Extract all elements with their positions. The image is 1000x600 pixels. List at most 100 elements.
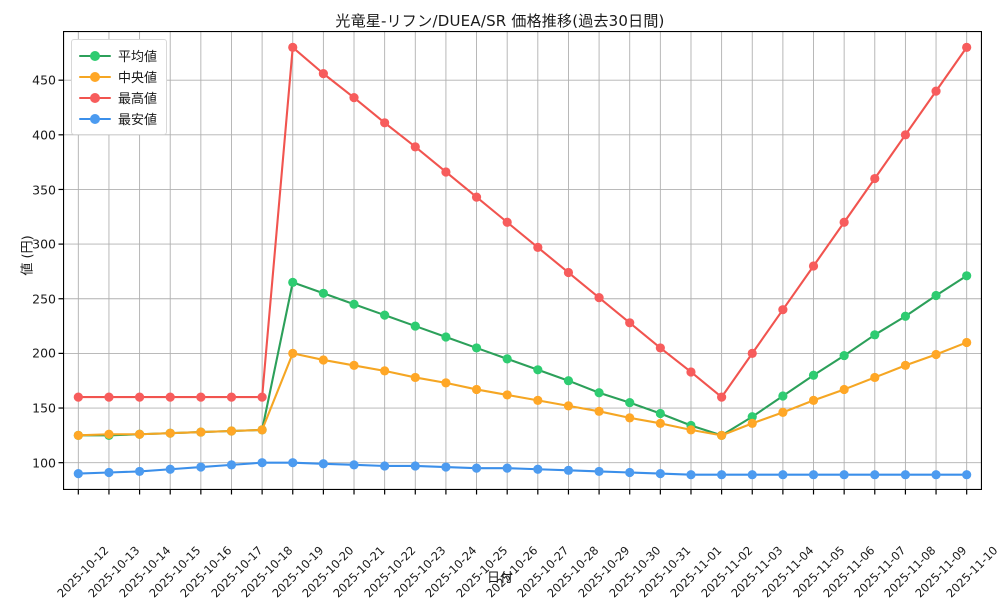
data-point-marker[interactable]	[808, 395, 819, 405]
data-point-marker[interactable]	[288, 277, 298, 287]
data-point-marker[interactable]	[441, 462, 451, 472]
data-point-marker[interactable]	[962, 42, 972, 52]
data-point-marker[interactable]	[502, 390, 512, 400]
legend-item[interactable]: 最安値	[79, 108, 157, 129]
data-point-marker[interactable]	[502, 463, 512, 473]
data-point-marker[interactable]	[349, 93, 359, 103]
data-point-marker[interactable]	[778, 305, 788, 315]
data-point-marker[interactable]	[380, 366, 390, 376]
data-point-marker[interactable]	[594, 466, 604, 477]
data-point-marker[interactable]	[226, 392, 237, 402]
data-point-marker[interactable]	[839, 217, 849, 227]
data-point-marker[interactable]	[165, 428, 175, 438]
data-point-marker[interactable]	[410, 461, 420, 471]
data-point-marker[interactable]	[471, 463, 482, 473]
data-point-marker[interactable]	[318, 459, 328, 469]
legend-item[interactable]: 最高値	[79, 87, 157, 108]
data-point-marker[interactable]	[257, 458, 267, 468]
data-point-marker[interactable]	[196, 392, 206, 402]
data-point-marker[interactable]	[870, 330, 880, 340]
data-point-marker[interactable]	[196, 462, 206, 472]
data-point-marker[interactable]	[808, 370, 819, 380]
data-point-marker[interactable]	[134, 429, 145, 439]
data-point-marker[interactable]	[931, 290, 941, 301]
data-point-marker[interactable]	[380, 310, 390, 320]
data-point-marker[interactable]	[808, 470, 819, 480]
data-point-marker[interactable]	[625, 467, 635, 478]
data-point-marker[interactable]	[594, 388, 604, 398]
data-point-marker[interactable]	[870, 372, 880, 383]
data-point-marker[interactable]	[441, 378, 451, 388]
data-point-marker[interactable]	[839, 350, 849, 361]
legend-item[interactable]: 中央値	[79, 66, 157, 87]
data-point-marker[interactable]	[839, 384, 849, 395]
data-point-marker[interactable]	[655, 343, 665, 353]
data-point-marker[interactable]	[625, 413, 635, 423]
data-point-marker[interactable]	[471, 343, 482, 353]
data-point-marker[interactable]	[747, 418, 757, 428]
data-point-marker[interactable]	[625, 318, 635, 328]
data-point-marker[interactable]	[870, 173, 880, 184]
data-point-marker[interactable]	[441, 332, 451, 342]
data-point-marker[interactable]	[778, 407, 788, 418]
data-point-marker[interactable]	[134, 392, 145, 402]
data-point-marker[interactable]	[962, 470, 972, 480]
data-point-marker[interactable]	[380, 461, 390, 471]
data-point-marker[interactable]	[165, 464, 175, 474]
data-point-marker[interactable]	[471, 384, 482, 395]
data-point-marker[interactable]	[104, 392, 114, 402]
data-point-marker[interactable]	[655, 418, 665, 428]
data-point-marker[interactable]	[686, 470, 696, 480]
data-point-marker[interactable]	[380, 118, 390, 128]
data-point-marker[interactable]	[104, 429, 114, 439]
data-point-marker[interactable]	[226, 460, 237, 470]
data-point-marker[interactable]	[349, 460, 359, 470]
data-point-marker[interactable]	[410, 142, 420, 152]
data-point-marker[interactable]	[931, 470, 941, 480]
data-point-marker[interactable]	[73, 430, 83, 440]
data-point-marker[interactable]	[288, 42, 298, 52]
data-point-marker[interactable]	[165, 392, 175, 402]
data-point-marker[interactable]	[226, 426, 237, 436]
legend-item[interactable]: 平均値	[79, 45, 157, 66]
data-point-marker[interactable]	[808, 261, 819, 271]
data-point-marker[interactable]	[471, 192, 482, 202]
data-point-marker[interactable]	[563, 401, 574, 411]
data-point-marker[interactable]	[962, 337, 972, 348]
data-point-marker[interactable]	[533, 242, 543, 252]
data-point-marker[interactable]	[931, 86, 941, 96]
data-point-marker[interactable]	[134, 466, 145, 477]
data-point-marker[interactable]	[196, 427, 206, 437]
data-point-marker[interactable]	[73, 392, 83, 402]
data-point-marker[interactable]	[778, 470, 788, 480]
data-point-marker[interactable]	[502, 354, 512, 364]
data-point-marker[interactable]	[594, 406, 604, 416]
data-point-marker[interactable]	[502, 217, 512, 227]
data-point-marker[interactable]	[900, 311, 911, 321]
data-point-marker[interactable]	[594, 293, 604, 303]
data-point-marker[interactable]	[318, 288, 328, 298]
data-point-marker[interactable]	[533, 395, 543, 405]
data-point-marker[interactable]	[625, 397, 635, 408]
data-point-marker[interactable]	[778, 391, 788, 401]
data-point-marker[interactable]	[533, 365, 543, 375]
data-point-marker[interactable]	[900, 470, 911, 480]
data-point-marker[interactable]	[318, 355, 328, 365]
data-point-marker[interactable]	[257, 425, 267, 435]
data-point-marker[interactable]	[962, 271, 972, 281]
data-point-marker[interactable]	[533, 464, 543, 474]
data-point-marker[interactable]	[349, 360, 359, 371]
data-point-marker[interactable]	[563, 465, 574, 475]
data-point-marker[interactable]	[686, 425, 696, 435]
data-point-marker[interactable]	[655, 408, 665, 419]
data-point-marker[interactable]	[410, 321, 420, 331]
data-point-marker[interactable]	[104, 467, 114, 478]
data-point-marker[interactable]	[288, 348, 298, 358]
data-point-marker[interactable]	[257, 392, 267, 402]
data-point-marker[interactable]	[747, 348, 757, 358]
data-point-marker[interactable]	[839, 470, 849, 480]
data-point-marker[interactable]	[931, 349, 941, 360]
data-point-marker[interactable]	[563, 267, 574, 278]
data-point-marker[interactable]	[410, 372, 420, 383]
data-point-marker[interactable]	[288, 458, 298, 468]
